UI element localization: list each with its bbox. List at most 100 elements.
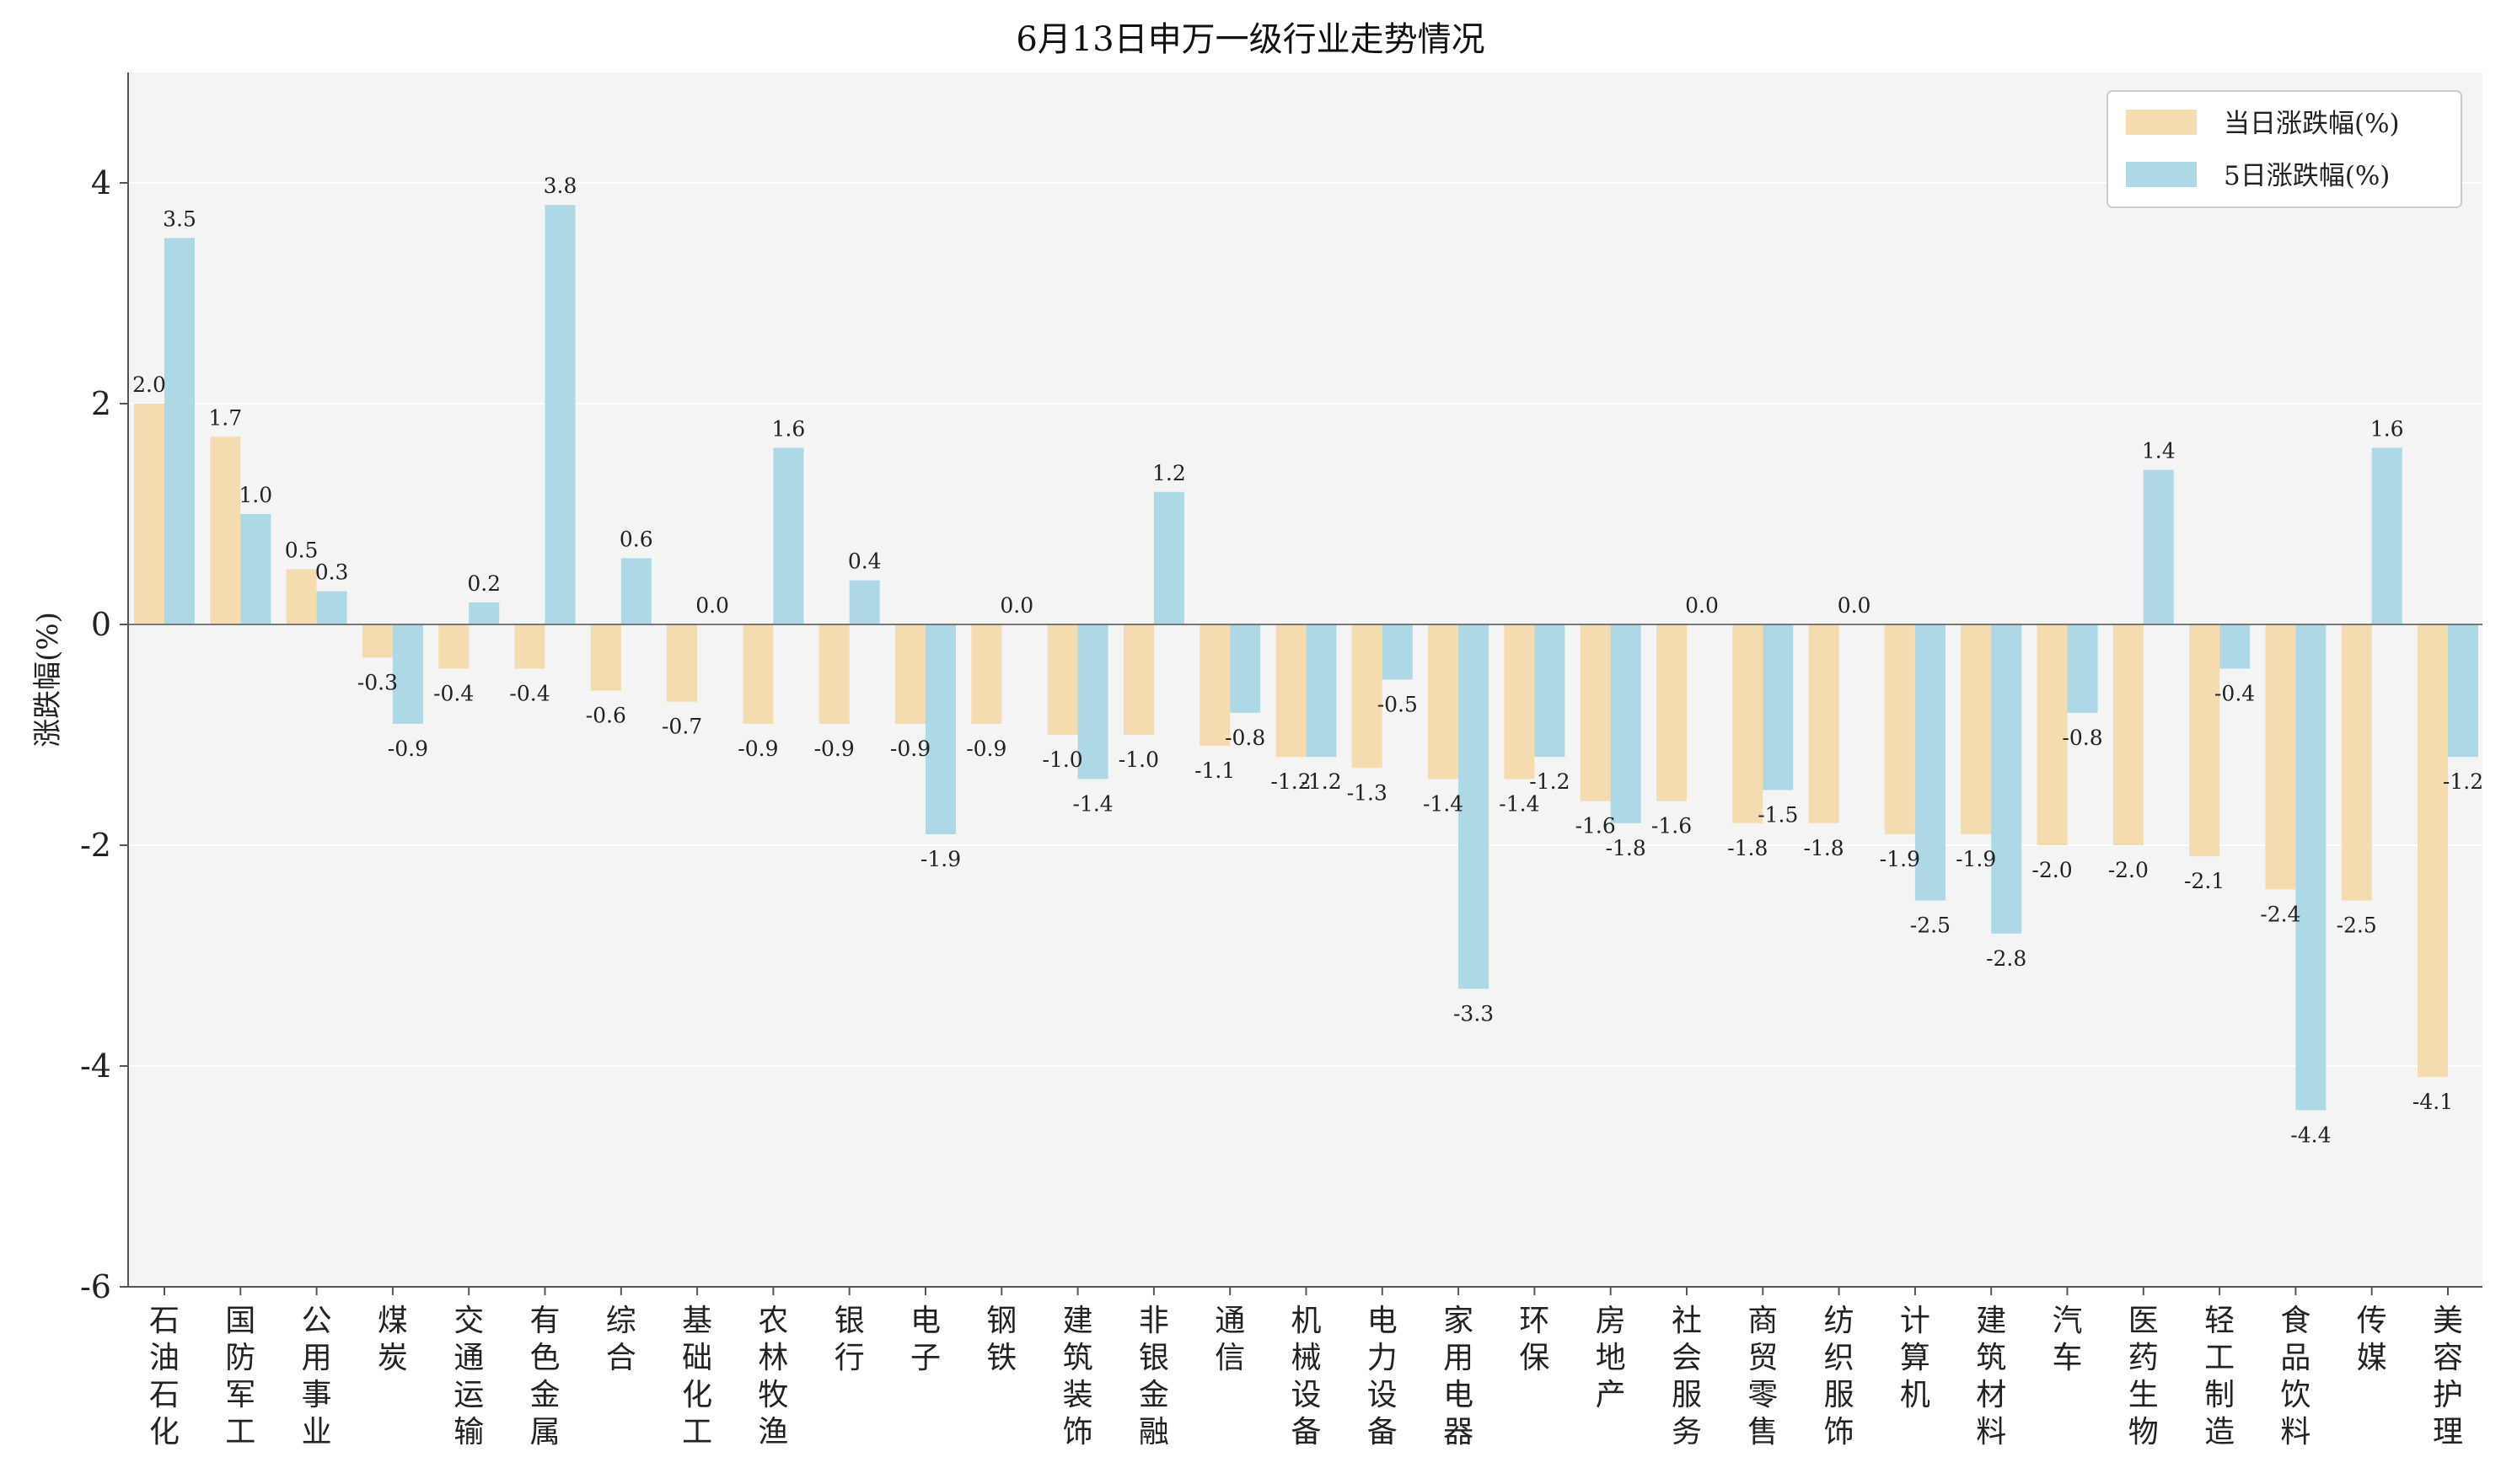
y-tick-label: -4 bbox=[80, 1047, 111, 1085]
bar-daily bbox=[971, 624, 1002, 724]
bar-daily bbox=[1884, 624, 1915, 834]
data-label: -0.4 bbox=[509, 681, 550, 705]
data-label: -0.4 bbox=[433, 681, 474, 705]
chart-title: 6月13日申万一级行业走势情况 bbox=[1016, 20, 1485, 59]
bar-five-day bbox=[2371, 447, 2402, 624]
bar-daily bbox=[2112, 624, 2144, 845]
data-label: -1.9 bbox=[920, 847, 961, 871]
bar-daily bbox=[514, 624, 545, 669]
x-tick-label: 国防军工 bbox=[225, 1304, 255, 1449]
data-label: 1.7 bbox=[208, 405, 242, 430]
y-axis-label: 涨跌幅(%) bbox=[31, 612, 65, 747]
x-tick-label: 基础化工 bbox=[682, 1304, 712, 1449]
x-tick-label: 银行 bbox=[835, 1304, 865, 1375]
bar-daily bbox=[2037, 624, 2068, 845]
bar-five-day bbox=[1458, 624, 1489, 989]
data-label: -0.8 bbox=[2062, 726, 2102, 750]
data-label: -1.4 bbox=[1423, 791, 1463, 816]
x-tick-label: 综合 bbox=[606, 1304, 636, 1375]
data-label: -1.2 bbox=[1301, 769, 1341, 794]
bar-five-day bbox=[1763, 624, 1794, 790]
data-label: -0.4 bbox=[2214, 681, 2255, 705]
bar-daily bbox=[362, 624, 393, 658]
y-tick-label: 0 bbox=[91, 606, 111, 643]
data-label: -1.0 bbox=[1119, 747, 1159, 772]
data-label: -0.7 bbox=[662, 715, 702, 739]
bar-five-day bbox=[1153, 491, 1184, 624]
bar-five-day bbox=[926, 624, 956, 834]
bar-daily bbox=[2189, 624, 2220, 857]
bar-five-day bbox=[240, 514, 271, 624]
x-tick-label: 有色金属 bbox=[529, 1304, 560, 1449]
data-label: 0.3 bbox=[315, 560, 349, 585]
bar-daily bbox=[743, 624, 774, 724]
data-label: 1.6 bbox=[772, 416, 806, 441]
x-tick-label: 传媒 bbox=[2357, 1304, 2387, 1375]
bar-five-day bbox=[2448, 624, 2478, 758]
bar-five-day bbox=[545, 205, 576, 624]
legend-swatch bbox=[2126, 110, 2197, 135]
data-label: -1.0 bbox=[1042, 747, 1082, 772]
data-label: -0.8 bbox=[1225, 726, 1265, 750]
bar-five-day bbox=[773, 447, 804, 624]
x-tick-label: 家用电器 bbox=[1443, 1304, 1473, 1449]
bar-five-day bbox=[1382, 624, 1413, 680]
bar-five-day bbox=[620, 558, 652, 624]
bar-daily bbox=[1200, 624, 1231, 747]
bar-daily bbox=[895, 624, 926, 724]
data-label: -0.9 bbox=[966, 737, 1006, 761]
data-label: -0.5 bbox=[1377, 693, 1418, 717]
data-label: -2.4 bbox=[2260, 902, 2300, 926]
bar-daily bbox=[210, 437, 241, 624]
x-tick-label: 机械设备 bbox=[1291, 1304, 1321, 1449]
bar-daily bbox=[1047, 624, 1078, 735]
bar-five-day bbox=[1914, 624, 1946, 901]
x-tick-label: 通信 bbox=[1215, 1304, 1245, 1375]
x-tick-label: 电力设备 bbox=[1367, 1304, 1398, 1449]
x-tick-label: 食品饮料 bbox=[2280, 1304, 2310, 1449]
data-label: -4.1 bbox=[2412, 1090, 2453, 1114]
x-tick-label: 建筑材料 bbox=[1976, 1304, 2006, 1449]
x-tick-label: 农林牧渔 bbox=[758, 1304, 788, 1449]
bar-five-day bbox=[2295, 624, 2327, 1111]
data-label: -1.4 bbox=[1499, 791, 1539, 816]
bar-daily bbox=[438, 624, 470, 669]
y-tick-label: -2 bbox=[80, 827, 111, 864]
data-label: 0.6 bbox=[620, 527, 653, 551]
data-label: -4.4 bbox=[2290, 1122, 2331, 1147]
y-tick-label: 4 bbox=[91, 164, 111, 201]
data-label: 0.4 bbox=[848, 549, 882, 574]
bar-daily bbox=[1428, 624, 1459, 780]
data-label: -0.3 bbox=[357, 670, 398, 694]
data-label: -1.8 bbox=[1727, 836, 1768, 860]
data-label: -1.2 bbox=[1529, 769, 1570, 794]
bar-five-day bbox=[1991, 624, 2022, 934]
data-label: 1.6 bbox=[2370, 416, 2404, 441]
data-label: -1.4 bbox=[1072, 791, 1113, 816]
data-label: -1.1 bbox=[1194, 758, 1235, 783]
x-tick-label: 非银金融 bbox=[1139, 1304, 1169, 1449]
data-label: 0.0 bbox=[1838, 593, 1871, 618]
x-tick-label: 公用事业 bbox=[302, 1304, 332, 1449]
data-label: 0.0 bbox=[1685, 593, 1719, 618]
x-tick-label: 轻工制造 bbox=[2204, 1304, 2235, 1449]
y-tick-label: 2 bbox=[91, 385, 111, 422]
data-label: -1.2 bbox=[2443, 769, 2483, 794]
bar-daily bbox=[1504, 624, 1535, 780]
bar-five-day bbox=[1610, 624, 1641, 823]
data-label: -0.6 bbox=[586, 704, 626, 728]
y-tick-label: -6 bbox=[80, 1268, 111, 1305]
data-label: -0.9 bbox=[814, 737, 855, 761]
bar-daily bbox=[2341, 624, 2372, 901]
data-label: -1.6 bbox=[1575, 814, 1616, 838]
data-label: -1.6 bbox=[1651, 814, 1692, 838]
data-label: -2.8 bbox=[1986, 946, 2026, 971]
data-label: -1.9 bbox=[1880, 847, 1920, 871]
bar-five-day bbox=[849, 580, 880, 624]
bar-five-day bbox=[392, 624, 423, 724]
data-label: 3.8 bbox=[544, 174, 577, 198]
bar-five-day bbox=[1077, 624, 1108, 780]
x-tick-label: 交通运输 bbox=[454, 1304, 484, 1449]
data-label: 1.0 bbox=[239, 483, 272, 507]
data-label: 0.0 bbox=[1000, 593, 1033, 618]
